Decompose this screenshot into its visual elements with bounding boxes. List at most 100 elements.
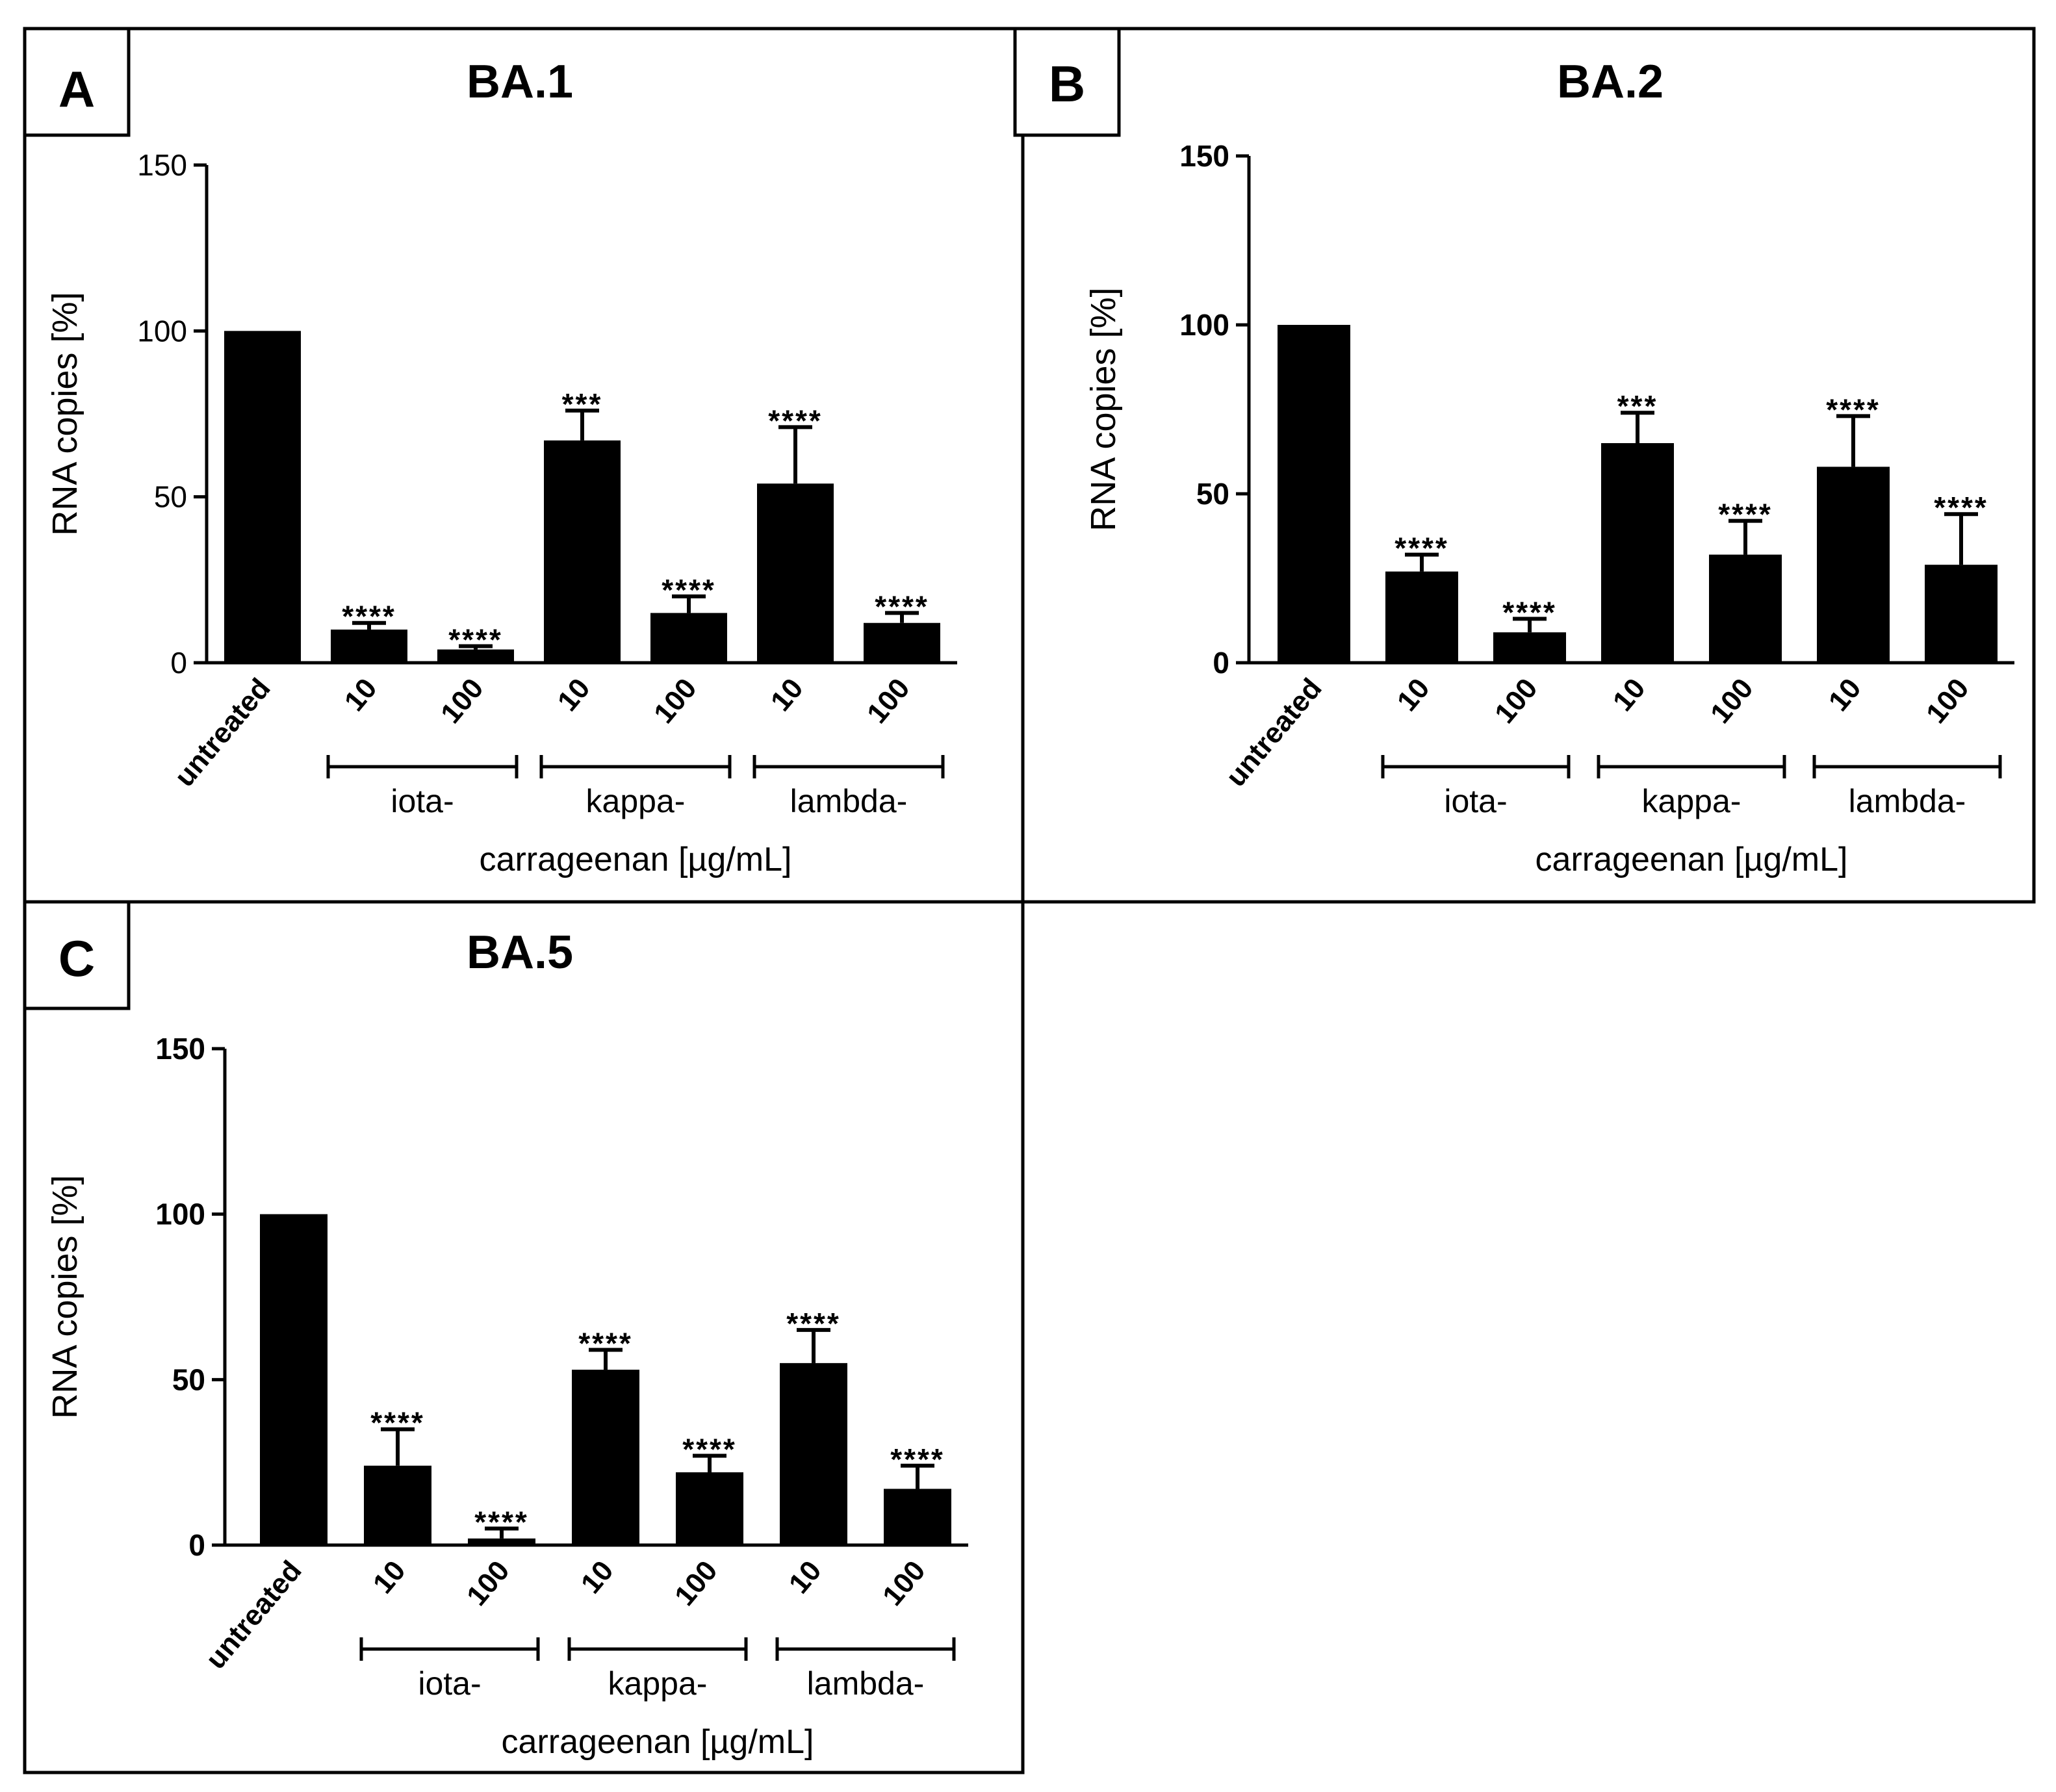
significance-label: ***: [1617, 389, 1658, 423]
group-label: kappa-: [1642, 783, 1741, 819]
bar: [884, 1489, 951, 1545]
group-label: iota-: [418, 1665, 481, 1702]
x-tick-label: 100: [435, 672, 490, 730]
x-tick-label: untreated: [168, 672, 276, 793]
y-tick-label: 150: [1179, 139, 1229, 173]
bar: [1817, 467, 1890, 663]
bar: [780, 1363, 847, 1545]
x-tick-label: 10: [552, 672, 597, 717]
y-tick-label: 0: [188, 1528, 205, 1562]
significance-label: ****: [786, 1307, 841, 1340]
bar: [1601, 443, 1674, 663]
x-tick-label: untreated: [1220, 672, 1328, 793]
bar: [1385, 571, 1458, 663]
chart-title: BA.5: [467, 927, 573, 979]
x-tick-label: untreated: [199, 1555, 307, 1675]
bar: [1278, 325, 1350, 663]
significance-label: ****: [1826, 392, 1881, 426]
x-axis-label: carrageenan [µg/mL]: [1536, 841, 1848, 878]
group-label: kappa-: [608, 1665, 708, 1702]
group-label: lambda-: [1849, 783, 1966, 819]
y-tick-label: 0: [170, 646, 187, 680]
significance-label: ***: [562, 387, 603, 421]
x-tick-label: 100: [648, 672, 703, 730]
group-label: iota-: [1444, 783, 1507, 819]
y-tick-label: 50: [172, 1363, 205, 1396]
significance-label: ****: [682, 1432, 737, 1466]
bar: [864, 622, 940, 663]
bar: [331, 629, 407, 663]
group-label: kappa-: [586, 783, 686, 819]
x-tick-label: 10: [367, 1555, 412, 1600]
panel-a-letter: A: [58, 60, 95, 118]
group-label: iota-: [391, 783, 454, 819]
x-tick-label: 10: [339, 672, 383, 717]
significance-label: ****: [370, 1406, 425, 1440]
bar: [676, 1472, 743, 1545]
chart-ba5: BA.5 0 50 100 150 RNA copies [%] untreated ****…: [45, 927, 968, 1761]
bar: [224, 331, 301, 663]
group-label: lambda-: [807, 1665, 925, 1702]
x-tick-label: 100: [669, 1555, 724, 1612]
significance-label: ****: [662, 573, 716, 607]
y-tick-label: 100: [137, 314, 187, 348]
panel-c-letter: C: [58, 930, 95, 987]
x-tick-label: 100: [1489, 672, 1544, 730]
panel-a-letter-box: [23, 27, 131, 137]
significance-label: ****: [890, 1442, 945, 1476]
bar: [260, 1214, 328, 1545]
bar: [544, 440, 621, 663]
panel-b-letter-box: [1013, 27, 1121, 137]
panel-c-frame: [23, 900, 1025, 1774]
x-tick-label: 10: [1391, 672, 1436, 717]
x-tick-label: 10: [1823, 672, 1868, 717]
significance-label: ****: [1502, 595, 1557, 629]
x-tick-label: 100: [1920, 672, 1975, 730]
chart-title: BA.2: [1557, 56, 1664, 108]
y-axis-label: RNA copies [%]: [45, 1175, 84, 1418]
y-axis-label: RNA copies [%]: [1084, 287, 1123, 531]
y-tick-label: 100: [1179, 308, 1229, 342]
x-tick-label: 100: [1704, 672, 1760, 730]
y-tick-label: 150: [155, 1032, 205, 1066]
x-tick-label: 100: [861, 672, 916, 730]
y-tick-label: 50: [154, 480, 187, 514]
bar: [1925, 565, 1998, 663]
group-label: lambda-: [790, 783, 908, 819]
x-tick-label: 10: [783, 1555, 828, 1600]
bar: [572, 1370, 639, 1545]
significance-label: ****: [342, 600, 396, 634]
bar: [364, 1465, 431, 1545]
y-tick-label: 0: [1213, 646, 1229, 680]
significance-label: ****: [768, 403, 823, 437]
significance-label: ****: [1934, 491, 1988, 524]
significance-label: ****: [578, 1326, 633, 1360]
bar: [757, 483, 834, 663]
bar: [437, 649, 514, 663]
significance-label: ****: [1718, 498, 1773, 531]
x-tick-label: 100: [461, 1555, 516, 1612]
significance-label: ****: [474, 1505, 529, 1539]
y-tick-label: 100: [155, 1197, 205, 1231]
x-tick-label: 10: [765, 672, 810, 717]
panel-c-letter-box: [23, 900, 131, 1010]
bar: [650, 613, 727, 663]
y-tick-label: 150: [137, 148, 187, 182]
x-axis-label: carrageenan [µg/mL]: [480, 841, 792, 878]
chart-title: BA.1: [467, 56, 573, 108]
x-tick-label: 10: [1607, 672, 1652, 717]
y-axis-label: RNA copies [%]: [45, 292, 84, 535]
panel-b-letter: B: [1049, 55, 1085, 112]
x-axis-label: carrageenan [µg/mL]: [502, 1723, 814, 1761]
panel-b-frame: [1021, 27, 2036, 904]
x-tick-label: 10: [575, 1555, 620, 1600]
y-tick-label: 50: [1196, 477, 1229, 511]
significance-label: ****: [875, 589, 929, 623]
significance-label: ****: [1394, 531, 1449, 565]
bar: [1709, 554, 1782, 663]
bar: [1493, 632, 1566, 663]
x-tick-label: 100: [877, 1555, 932, 1612]
